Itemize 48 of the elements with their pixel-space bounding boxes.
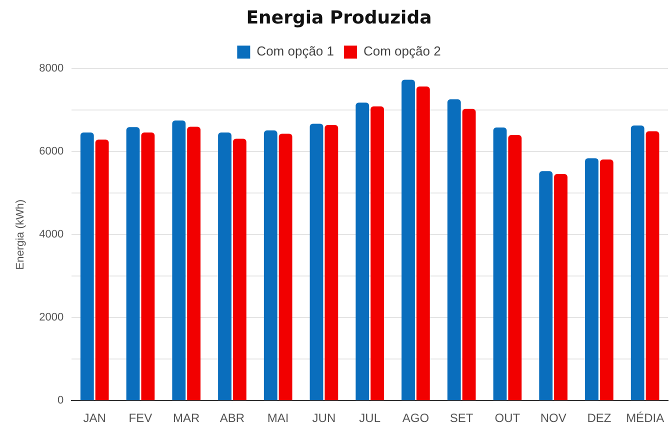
- bar: [278, 134, 292, 400]
- bar: [141, 132, 155, 400]
- x-tick-label: FEV: [128, 411, 152, 426]
- bar: [264, 130, 278, 400]
- x-tick-label: SET: [450, 411, 474, 426]
- bar: [126, 127, 140, 400]
- bar: [493, 128, 507, 400]
- bar: [172, 120, 186, 400]
- bar: [600, 159, 614, 400]
- bar: [187, 126, 201, 400]
- bar: [630, 125, 644, 400]
- y-tick-label: 2000: [39, 312, 64, 324]
- bar: [402, 80, 415, 400]
- bar: [554, 174, 568, 400]
- chart-title: Energia Produzida: [246, 7, 432, 28]
- x-tick-label: MÉDIA: [626, 411, 664, 426]
- y-tick-label: 6000: [39, 146, 64, 158]
- bar: [370, 106, 384, 400]
- x-tick-label: NOV: [540, 411, 566, 426]
- y-tick-label: 4000: [39, 228, 64, 241]
- bar: [218, 132, 232, 400]
- x-tick-label: MAR: [173, 411, 200, 426]
- bar: [310, 124, 324, 400]
- bar: [95, 140, 109, 400]
- bar: [508, 135, 522, 400]
- y-tick-label: 8000: [39, 62, 64, 75]
- x-tick-label: OUT: [494, 411, 521, 426]
- x-tick-label: JAN: [83, 411, 106, 426]
- x-tick-label: ABR: [220, 411, 245, 426]
- legend-label: Com opção 1: [256, 44, 334, 59]
- x-tick-label: MAI: [267, 411, 289, 426]
- bar: [80, 132, 94, 400]
- bar: [646, 131, 660, 400]
- bar: [447, 99, 461, 400]
- bar: [356, 102, 370, 400]
- x-tick-label: AGO: [402, 411, 430, 426]
- y-axis-title: Energia (kWh): [14, 199, 27, 270]
- bar: [539, 171, 553, 400]
- x-tick-label: JUL: [359, 411, 381, 426]
- x-tick-label: DEZ: [587, 411, 612, 426]
- legend-label: Com opção 2: [364, 44, 441, 59]
- bar: [585, 158, 598, 400]
- bar: [324, 125, 338, 400]
- x-tick-label: JUN: [312, 411, 336, 426]
- bar: [416, 86, 430, 400]
- bar: [462, 108, 476, 400]
- y-tick-label: 0: [58, 394, 64, 407]
- bar: [232, 138, 246, 400]
